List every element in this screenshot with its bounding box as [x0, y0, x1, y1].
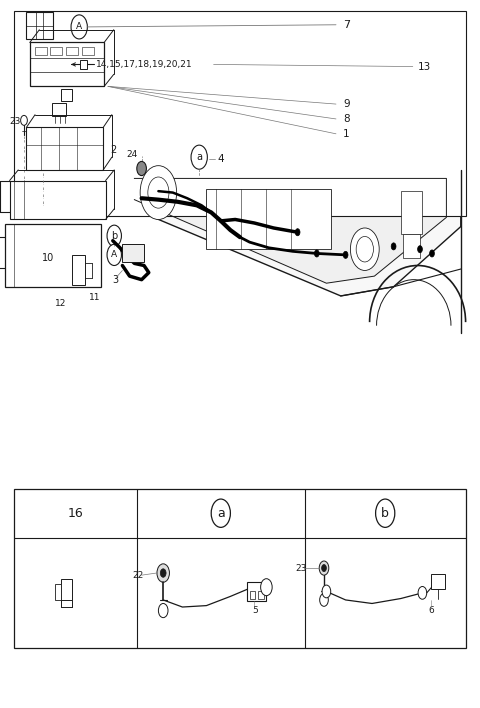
Bar: [66, 47, 78, 55]
Bar: [26, 12, 53, 39]
Text: 1: 1: [343, 129, 350, 139]
Bar: [50, 47, 62, 55]
Bar: [14, 489, 466, 648]
Bar: [206, 189, 331, 249]
Circle shape: [191, 145, 207, 169]
Circle shape: [261, 578, 272, 595]
Bar: [52, 103, 66, 116]
Text: b: b: [111, 231, 118, 241]
Bar: [5, 224, 101, 287]
Circle shape: [430, 250, 434, 257]
Text: b: b: [381, 507, 389, 520]
Polygon shape: [125, 170, 461, 296]
Text: A: A: [111, 251, 117, 259]
Bar: [72, 255, 85, 285]
Bar: [122, 244, 144, 262]
Bar: [258, 591, 264, 598]
Circle shape: [157, 564, 169, 582]
Bar: [247, 581, 266, 601]
Circle shape: [356, 236, 373, 262]
Circle shape: [21, 115, 27, 125]
Text: 4: 4: [217, 154, 224, 164]
Circle shape: [319, 561, 329, 575]
Bar: [80, 60, 87, 69]
Text: 13: 13: [418, 62, 431, 72]
Bar: [26, 127, 103, 170]
Text: 9: 9: [343, 99, 350, 109]
Circle shape: [295, 229, 300, 236]
Text: 6: 6: [428, 606, 434, 615]
Circle shape: [137, 161, 146, 176]
Circle shape: [418, 586, 427, 599]
Circle shape: [391, 243, 396, 250]
Bar: [10, 181, 106, 219]
Text: 7: 7: [343, 20, 350, 30]
Circle shape: [140, 166, 177, 219]
Circle shape: [375, 499, 395, 527]
Circle shape: [148, 177, 169, 208]
Circle shape: [350, 228, 379, 270]
Bar: [401, 191, 422, 234]
Bar: [403, 234, 420, 258]
Text: 23: 23: [295, 564, 307, 573]
Text: 10: 10: [42, 253, 54, 263]
Text: 2: 2: [110, 145, 117, 155]
Bar: [61, 578, 72, 600]
Text: A: A: [76, 23, 82, 31]
Bar: [250, 591, 255, 598]
Circle shape: [314, 250, 319, 257]
Circle shape: [322, 585, 331, 598]
Bar: [14, 11, 466, 216]
Circle shape: [107, 244, 121, 266]
Circle shape: [160, 569, 166, 577]
Text: a: a: [217, 507, 225, 520]
Text: 8: 8: [343, 114, 350, 124]
Circle shape: [320, 593, 328, 606]
Text: 11: 11: [89, 293, 100, 302]
Text: 5: 5: [252, 606, 258, 615]
Bar: [30, 42, 104, 86]
Circle shape: [211, 499, 230, 527]
Bar: [431, 573, 445, 589]
Text: 16: 16: [68, 507, 84, 520]
Bar: [61, 89, 72, 101]
Bar: [82, 47, 94, 55]
Text: 3: 3: [113, 275, 119, 285]
Polygon shape: [134, 178, 446, 283]
Text: 23: 23: [10, 118, 21, 126]
Text: 12: 12: [55, 299, 67, 307]
Text: 14,15,17,18,19,20,21: 14,15,17,18,19,20,21: [96, 60, 192, 69]
Circle shape: [322, 564, 326, 571]
Bar: [55, 584, 61, 600]
Text: 24: 24: [127, 150, 138, 159]
Text: 22: 22: [132, 571, 143, 580]
Circle shape: [343, 251, 348, 258]
Circle shape: [107, 225, 121, 246]
Circle shape: [158, 603, 168, 617]
Text: a: a: [196, 152, 202, 162]
Bar: [35, 47, 47, 55]
Circle shape: [71, 15, 87, 39]
Circle shape: [418, 246, 422, 253]
